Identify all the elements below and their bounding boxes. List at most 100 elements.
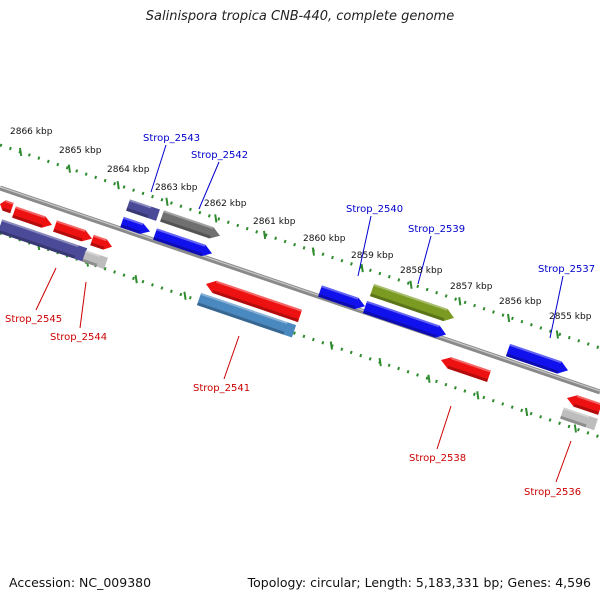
gene-label-strop-2539: Strop_2539 <box>408 224 465 235</box>
gene-feature-red-d-gloss <box>215 280 303 312</box>
leader-strop-2538 <box>436 405 452 450</box>
accession-text: Accession: NC_009380 <box>9 575 152 590</box>
lower-ruler-tick <box>183 291 187 300</box>
ruler-label-2855: 2855 kbp <box>549 312 592 322</box>
gene-feature-strop-2543[interactable] <box>126 199 160 221</box>
gene-feature-strop-2538-gloss <box>450 357 491 373</box>
gene-feature-red-d-body <box>206 280 303 323</box>
gene-feature-red-e-body <box>567 395 600 415</box>
gene-feature-strop-2542[interactable] <box>160 210 222 241</box>
gene-feature-strop-2537[interactable] <box>505 343 570 377</box>
ruler-label-2862: 2862 kbp <box>204 199 247 209</box>
gene-feature-red-e[interactable] <box>565 392 600 415</box>
leader-strop-2539 <box>417 235 432 285</box>
gene-feature-strop-2541-shade <box>196 302 285 335</box>
upper-ruler-tick <box>555 330 559 339</box>
gene-feature-strop-2544-shade <box>82 258 98 267</box>
gene-feature-strop-2541-gloss <box>200 292 288 325</box>
ruler-label-2864: 2864 kbp <box>107 165 150 175</box>
gene-feature-left-red[interactable] <box>0 199 14 214</box>
gene-feature-red-e-shade <box>573 403 600 415</box>
gene-label-strop-2542: Strop_2542 <box>191 150 248 161</box>
gene-feature-strop-2536-gloss <box>563 407 590 418</box>
gene-feature-strop-2541-body <box>196 292 297 338</box>
gene-feature-red-a[interactable] <box>12 206 54 230</box>
gene-feature-red-c-shade <box>90 242 105 250</box>
gene-feature-strop-2537-shade <box>505 353 559 374</box>
gene-label-strop-2544: Strop_2544 <box>50 332 107 343</box>
gene-feature-strop-2540[interactable] <box>318 285 367 312</box>
gene-feature-blue-b-gloss <box>156 228 206 247</box>
upper-ruler-tick <box>458 297 462 306</box>
gene-feature-strop-2538[interactable] <box>439 354 491 383</box>
upper-ruler-tick <box>409 280 413 289</box>
gene-feature-blue-b-body <box>153 228 213 257</box>
gene-feature-blue-b[interactable] <box>153 228 214 259</box>
gene-feature-strop-2543-body <box>126 199 160 221</box>
gene-feature-strop-2543-shade <box>126 207 149 218</box>
gene-feature-red-c[interactable] <box>90 234 114 252</box>
gene-feature-strop-2539-shade <box>369 293 445 322</box>
ruler-label-2866: 2866 kbp <box>10 127 53 137</box>
gene-feature-strop-2543-gloss <box>129 199 152 209</box>
genome-backbone <box>0 185 600 395</box>
gene-feature-blue-c[interactable] <box>362 300 448 341</box>
gene-label-strop-2537: Strop_2537 <box>538 264 595 275</box>
gene-feature-strop-2538-shade <box>447 365 489 383</box>
gene-feature-strop-2540-body <box>318 285 365 310</box>
gene-feature-strop-2544[interactable] <box>82 250 108 270</box>
gene-feature-blue-a-shade <box>120 224 141 234</box>
leader-strop-2541 <box>223 335 240 380</box>
leader-strop-2545 <box>35 267 57 311</box>
gene-feature-blue-a-gloss <box>123 216 144 226</box>
upper-ruler-tick <box>67 164 71 173</box>
gene-feature-strop-2545-body <box>0 219 88 262</box>
lower-ruler-tick <box>573 424 577 433</box>
gene-feature-red-c-gloss <box>93 234 107 242</box>
ruler-label-2865: 2865 kbp <box>59 146 102 156</box>
gene-feature-strop-2536[interactable] <box>560 407 598 431</box>
gene-feature-strop-2545-gloss <box>1 219 79 248</box>
ruler-label-2858: 2858 kbp <box>400 266 443 276</box>
gene-feature-blue-c-body <box>362 300 447 338</box>
gene-feature-strop-2544-body <box>82 250 108 270</box>
upper-ruler-tick <box>360 263 364 273</box>
gene-feature-strop-2539[interactable] <box>369 283 456 324</box>
upper-ruler-tick <box>116 181 120 190</box>
gene-label-strop-2540: Strop_2540 <box>346 204 403 215</box>
ruler-label-2859: 2859 kbp <box>351 251 394 261</box>
lower-ruler-tick <box>329 341 333 350</box>
gene-feature-red-b[interactable] <box>53 220 94 244</box>
gene-feature-strop-2538-body <box>441 357 491 383</box>
gene-feature-strop-2540-gloss <box>321 285 359 300</box>
gene-feature-red-a-body <box>12 206 53 228</box>
map-title: Salinispora tropica CNB-440, complete ge… <box>145 9 455 24</box>
ruler-label-2860: 2860 kbp <box>303 234 346 244</box>
gene-feature-left-red-body <box>0 200 14 214</box>
gene-feature-strop-2545-shade <box>0 229 76 259</box>
gene-label-strop-2538: Strop_2538 <box>409 453 466 464</box>
genome-summary-text: Topology: circular; Length: 5,183,331 bp… <box>247 575 591 590</box>
gene-feature-red-d[interactable] <box>204 278 303 323</box>
upper-ruler-tick <box>507 313 511 323</box>
gene-feature-strop-2540-shade <box>318 293 356 310</box>
gene-feature-red-c-body <box>90 234 113 250</box>
ruler-label-2856: 2856 kbp <box>499 297 542 307</box>
gene-feature-red-a-shade <box>12 214 43 228</box>
gene-feature-red-b-gloss <box>56 220 86 232</box>
gene-feature-strop-2541[interactable] <box>196 292 297 338</box>
gene-feature-strop-2542-gloss <box>163 210 214 230</box>
gene-feature-blue-c-gloss <box>366 300 440 328</box>
gene-feature-strop-2536-body <box>560 407 598 431</box>
upper-ruler <box>0 143 600 350</box>
gene-feature-strop-2545[interactable] <box>0 219 88 262</box>
backbone-highlight <box>0 186 600 392</box>
gene-feature-strop-2537-gloss <box>509 343 562 364</box>
upper-ruler-tick <box>263 230 267 240</box>
gene-feature-blue-a[interactable] <box>120 216 152 237</box>
lower-ruler-tick <box>476 391 480 400</box>
ruler-label-2863: 2863 kbp <box>155 183 198 193</box>
gene-label-strop-2536: Strop_2536 <box>524 487 581 498</box>
upper-ruler-tick <box>165 197 169 206</box>
ruler-label-2857: 2857 kbp <box>450 282 493 292</box>
